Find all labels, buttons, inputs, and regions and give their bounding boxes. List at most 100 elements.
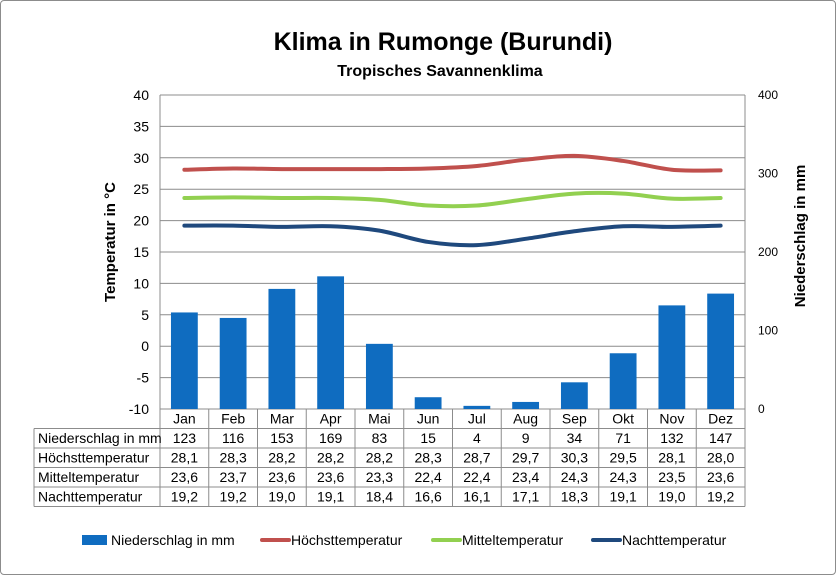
cell-h-chsttemperatur-mai: 28,2 xyxy=(366,450,393,466)
category-label-jan: Jan xyxy=(173,411,196,427)
cell-nachttemperatur-apr: 19,1 xyxy=(317,489,344,505)
category-label-aug: Aug xyxy=(513,411,538,427)
cell-niederschlag-in-mm-apr: 169 xyxy=(319,430,343,446)
left-tick-label: 5 xyxy=(141,307,149,323)
cell-niederschlag-in-mm-sep: 34 xyxy=(567,430,583,446)
cell-niederschlag-in-mm-jan: 123 xyxy=(173,430,197,446)
bar-okt xyxy=(609,353,637,409)
bar-dez xyxy=(707,293,735,409)
left-tick-label: 40 xyxy=(133,87,149,103)
right-axis-label: Niederschlag in mm xyxy=(792,165,809,308)
category-label-jul: Jul xyxy=(468,411,486,427)
category-label-apr: Apr xyxy=(320,411,342,427)
legend-label-mitteltemperatur: Mitteltemperatur xyxy=(462,532,563,548)
line-mitteltemperatur xyxy=(182,190,723,209)
cell-niederschlag-in-mm-jul: 4 xyxy=(473,430,481,446)
right-tick-label: 200 xyxy=(758,245,778,259)
right-tick-label: 0 xyxy=(758,402,765,416)
bar-feb xyxy=(219,317,247,409)
cell-mitteltemperatur-nov: 23,5 xyxy=(658,469,685,485)
cell-mitteltemperatur-sep: 24,3 xyxy=(561,469,588,485)
cell-niederschlag-in-mm-jun: 15 xyxy=(420,430,436,446)
cell-mitteltemperatur-jan: 23,6 xyxy=(171,469,198,485)
right-tick-label: 100 xyxy=(758,324,778,338)
cell-h-chsttemperatur-sep: 30,3 xyxy=(561,450,588,466)
legend: Niederschlag in mm Höchsttemperatur Mittel… xyxy=(82,532,727,548)
cell-mitteltemperatur-mar: 23,6 xyxy=(268,469,295,485)
cell-niederschlag-in-mm-dez: 147 xyxy=(709,430,733,446)
cell-h-chsttemperatur-aug: 29,7 xyxy=(512,450,539,466)
cell-h-chsttemperatur-feb: 28,3 xyxy=(220,450,247,466)
cell-nachttemperatur-mai: 18,4 xyxy=(366,489,393,505)
cell-mitteltemperatur-aug: 23,4 xyxy=(512,469,539,485)
cell-nachttemperatur-feb: 19,2 xyxy=(220,489,247,505)
left-tick-label: -5 xyxy=(137,370,150,386)
legend-label-nachttemperatur: Nachttemperatur xyxy=(622,532,727,548)
cell-nachttemperatur-mar: 19,0 xyxy=(268,489,295,505)
cell-nachttemperatur-nov: 19,0 xyxy=(658,489,685,505)
bar-aug xyxy=(512,401,540,409)
row-name-mitteltemperatur: Mitteltemperatur xyxy=(38,469,139,485)
cell-mitteltemperatur-mai: 23,3 xyxy=(366,469,393,485)
right-tick-label: 300 xyxy=(758,167,778,181)
category-label-mar: Mar xyxy=(270,411,294,427)
cell-h-chsttemperatur-jan: 28,1 xyxy=(171,450,198,466)
bar-apr xyxy=(317,276,345,409)
bar-mai xyxy=(365,343,393,409)
cell-nachttemperatur-aug: 17,1 xyxy=(512,489,539,505)
cell-nachttemperatur-dez: 19,2 xyxy=(707,489,734,505)
cell-nachttemperatur-jul: 16,1 xyxy=(463,489,490,505)
cell-nachttemperatur-okt: 19,1 xyxy=(610,489,637,505)
cell-mitteltemperatur-apr: 23,6 xyxy=(317,469,344,485)
left-tick-label: 10 xyxy=(133,275,149,291)
row-name-nachttemperatur: Nachttemperatur xyxy=(38,489,143,505)
legend-label-h-chsttemperatur: Höchsttemperatur xyxy=(291,532,403,548)
left-axis-label: Temperatur in °C xyxy=(102,182,119,302)
cell-niederschlag-in-mm-mai: 83 xyxy=(372,430,388,446)
bar-jul xyxy=(463,405,491,409)
left-tick-label: 0 xyxy=(141,338,149,354)
data-table: Jan Feb Mar Apr Mai Jun Jul Aug Sep Okt Nov Dez Nied… xyxy=(33,409,746,507)
category-label-jun: Jun xyxy=(417,411,440,427)
cell-nachttemperatur-sep: 18,3 xyxy=(561,489,588,505)
cell-mitteltemperatur-jul: 22,4 xyxy=(463,469,490,485)
category-label-nov: Nov xyxy=(659,411,684,427)
cell-niederschlag-in-mm-aug: 9 xyxy=(522,430,530,446)
cell-h-chsttemperatur-mar: 28,2 xyxy=(268,450,295,466)
legend-swatch-niederschlag-in-mm xyxy=(82,535,107,545)
bar-mar xyxy=(268,288,296,409)
left-tick-label: 35 xyxy=(133,118,149,134)
chart-title: Klima in Rumonge (Burundi) xyxy=(274,28,613,56)
category-label-feb: Feb xyxy=(221,411,245,427)
cell-niederschlag-in-mm-okt: 71 xyxy=(615,430,631,446)
left-tick-label: -10 xyxy=(129,401,149,417)
cell-mitteltemperatur-feb: 23,7 xyxy=(220,469,247,485)
bar-sep xyxy=(560,382,588,409)
category-label-mai: Mai xyxy=(368,411,391,427)
cell-h-chsttemperatur-dez: 28,0 xyxy=(707,450,734,466)
legend-label-niederschlag-in-mm: Niederschlag in mm xyxy=(111,532,235,548)
line-h-chsttemperatur xyxy=(182,153,723,173)
row-name-niederschlag-in-mm: Niederschlag in mm xyxy=(38,430,162,446)
chart-subtitle: Tropisches Savannenklima xyxy=(337,63,543,80)
cell-h-chsttemperatur-jul: 28,7 xyxy=(463,450,490,466)
category-label-dez: Dez xyxy=(708,411,733,427)
left-tick-label: 25 xyxy=(133,181,149,197)
left-tick-label: 20 xyxy=(133,213,149,229)
cell-niederschlag-in-mm-nov: 132 xyxy=(660,430,684,446)
category-label-okt: Okt xyxy=(612,411,634,427)
cell-nachttemperatur-jun: 16,6 xyxy=(415,489,442,505)
line-nachttemperatur xyxy=(182,223,723,248)
left-tick-label: 15 xyxy=(133,244,149,260)
category-label-sep: Sep xyxy=(562,411,587,427)
cell-h-chsttemperatur-nov: 28,1 xyxy=(658,450,685,466)
cell-mitteltemperatur-okt: 24,3 xyxy=(610,469,637,485)
gridlines xyxy=(160,94,745,410)
cell-nachttemperatur-jan: 19,2 xyxy=(171,489,198,505)
temperature-lines xyxy=(182,153,723,248)
bar-jan xyxy=(170,312,198,409)
cell-niederschlag-in-mm-mar: 153 xyxy=(270,430,294,446)
cell-mitteltemperatur-dez: 23,6 xyxy=(707,469,734,485)
